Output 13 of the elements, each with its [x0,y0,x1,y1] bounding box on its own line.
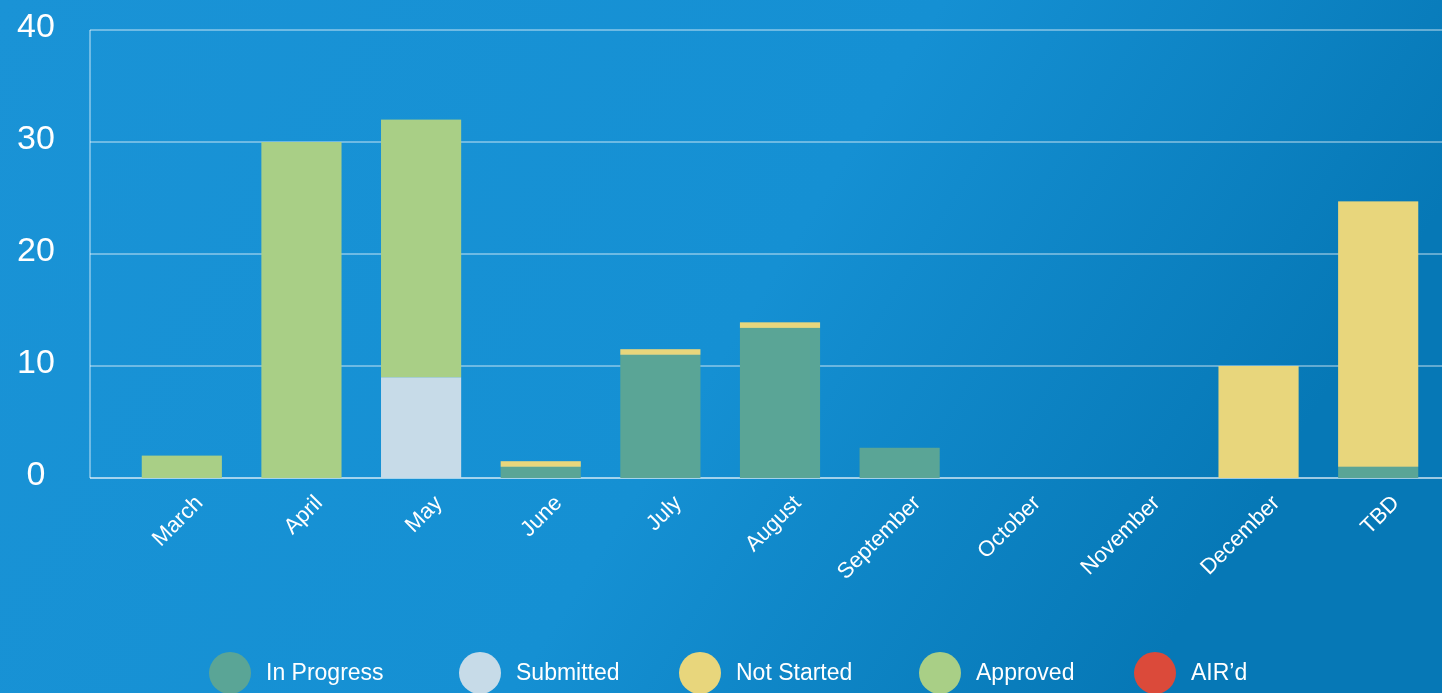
y-tick-label: 10 [17,341,55,380]
x-tick-label: July [640,489,687,536]
legend-label: Approved [976,659,1075,686]
y-tick-label: 0 [26,453,46,492]
y-tick-label: 30 [17,117,55,156]
legend-label: Not Started [736,659,853,686]
legend-label: In Progress [266,659,384,686]
y-tick-label: 20 [17,229,55,268]
legend-label: AIR’d [1191,659,1248,686]
x-tick-label: May [399,489,447,538]
x-tick-label: TBD [1355,489,1404,539]
y-tick-label: 40 [17,5,55,44]
legend-label: Submitted [516,659,620,686]
